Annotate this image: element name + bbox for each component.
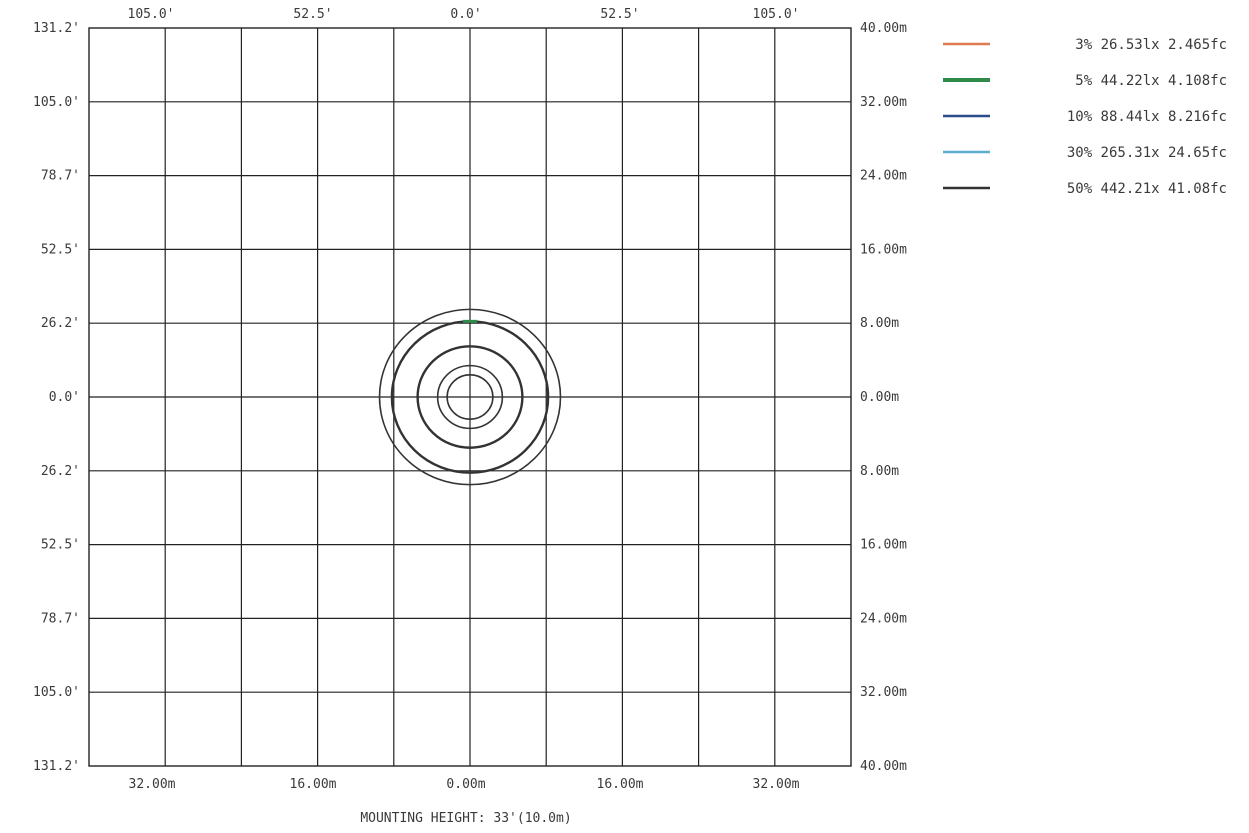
top-tick-label: 105.0'	[128, 7, 175, 22]
bottom-tick-label: 16.00m	[597, 777, 644, 792]
legend-entry-5pct: 5% 44.22lx 4.108fc	[1075, 73, 1227, 89]
plot-grid	[88, 27, 852, 767]
bottom-tick-label: 32.00m	[129, 777, 176, 792]
right-tick-label: 8.00m	[860, 316, 899, 331]
left-tick-label: 105.0'	[33, 95, 80, 110]
left-tick-label: 78.7'	[41, 169, 80, 184]
contour-group	[378, 308, 562, 486]
right-tick-label: 32.00m	[860, 685, 907, 700]
left-tick-label: 131.2'	[33, 759, 80, 774]
contour-3pct	[378, 308, 562, 486]
top-tick-label: 105.0'	[753, 7, 800, 22]
right-tick-label: 40.00m	[860, 759, 907, 774]
contour-30pct	[436, 364, 504, 430]
legend: 3% 26.53lx 2.465fc 5% 44.22lx 4.108fc 10% …	[943, 37, 1227, 197]
right-tick-label: 16.00m	[860, 538, 907, 553]
left-tick-label: 26.2'	[41, 316, 80, 331]
left-tick-label: 105.0'	[33, 685, 80, 700]
legend-entry-10pct: 10% 88.44lx 8.216fc	[1067, 109, 1227, 125]
bottom-tick-label: 16.00m	[290, 777, 337, 792]
bottom-tick-label: 32.00m	[753, 777, 800, 792]
bottom-tick-label: 0.00m	[446, 777, 485, 792]
contour-50pct	[446, 374, 494, 420]
tick-labels: 105.0' 52.5' 0.0' 52.5' 105.0' 131.2' 105.0' 78…	[33, 7, 907, 792]
left-tick-label: 78.7'	[41, 611, 80, 626]
legend-entry-30pct: 30% 265.31x 24.65fc	[1067, 145, 1227, 161]
top-tick-label: 52.5'	[293, 7, 332, 22]
left-tick-label: 131.2'	[33, 21, 80, 36]
right-tick-label: 16.00m	[860, 242, 907, 257]
right-tick-label: 32.00m	[860, 95, 907, 110]
right-tick-label: 24.00m	[860, 169, 907, 184]
left-tick-label: 52.5'	[41, 538, 80, 553]
legend-entry-3pct: 3% 26.53lx 2.465fc	[1075, 37, 1227, 53]
left-tick-label: 0.0'	[49, 390, 80, 405]
right-tick-label: 8.00m	[860, 464, 899, 479]
contour-10pct	[416, 345, 524, 449]
right-tick-label: 0.00m	[860, 390, 899, 405]
right-tick-label: 24.00m	[860, 611, 907, 626]
right-tick-label: 40.00m	[860, 21, 907, 36]
left-tick-label: 52.5'	[41, 242, 80, 257]
top-tick-label: 0.0'	[450, 7, 481, 22]
top-tick-label: 52.5'	[600, 7, 639, 22]
chart-caption: MOUNTING HEIGHT: 33'(10.0m)	[360, 811, 571, 826]
legend-entry-50pct: 50% 442.21x 41.08fc	[1067, 181, 1227, 197]
left-tick-label: 26.2'	[41, 464, 80, 479]
